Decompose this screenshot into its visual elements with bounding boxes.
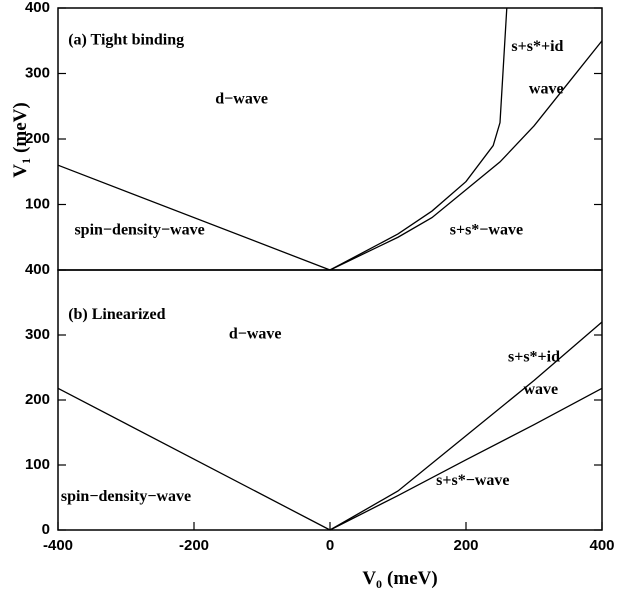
x-tick-label: 200 <box>453 537 478 554</box>
x-tick-label: -400 <box>43 537 73 554</box>
y-label-sub: 1 <box>19 158 33 164</box>
region-label: s+s*−wave <box>450 221 523 238</box>
region-label: s+s*−wave <box>436 472 509 489</box>
region-label: d−wave <box>215 90 268 107</box>
phase-boundary <box>57 387 331 531</box>
x-tick-label: -200 <box>179 537 209 554</box>
x-label-sub: 0 <box>376 577 382 591</box>
y-tick-label: 200 <box>25 130 50 147</box>
region-label: spin−density−wave <box>61 488 191 505</box>
phase-boundary <box>329 7 508 271</box>
y-tick-label: 100 <box>25 195 50 212</box>
region-label: s+s*+id <box>508 348 560 365</box>
y-axis-label: V1 (meV) <box>10 102 32 177</box>
y-label-unit: (meV) <box>10 102 31 153</box>
panel-title: (a) Tight binding <box>68 31 184 48</box>
x-label-unit: (meV) <box>387 568 438 589</box>
phase-boundary <box>57 164 331 271</box>
region-label: s+s*+id <box>511 38 563 55</box>
y-tick-label: 400 <box>25 0 50 16</box>
y-label-main: V <box>10 164 31 178</box>
y-tick-label: 200 <box>25 391 50 408</box>
x-axis-label: V0 (meV) <box>362 568 437 590</box>
panel-title: (b) Linearized <box>68 306 165 323</box>
y-tick-label: 0 <box>42 521 50 538</box>
x-tick-label: 0 <box>326 537 334 554</box>
region-label: wave <box>529 81 564 98</box>
phase-boundary <box>329 387 603 531</box>
x-tick-label: 400 <box>589 537 614 554</box>
phase-boundary <box>329 321 603 531</box>
region-label: d−wave <box>229 326 282 343</box>
region-label: wave <box>523 381 558 398</box>
y-tick-label: 300 <box>25 326 50 343</box>
region-label: spin−density−wave <box>74 221 204 238</box>
y-tick-label: 100 <box>25 456 50 473</box>
y-tick-label: 400 <box>25 261 50 278</box>
y-tick-label: 300 <box>25 64 50 81</box>
x-label-main: V <box>362 568 376 589</box>
phase-boundary <box>329 40 603 271</box>
